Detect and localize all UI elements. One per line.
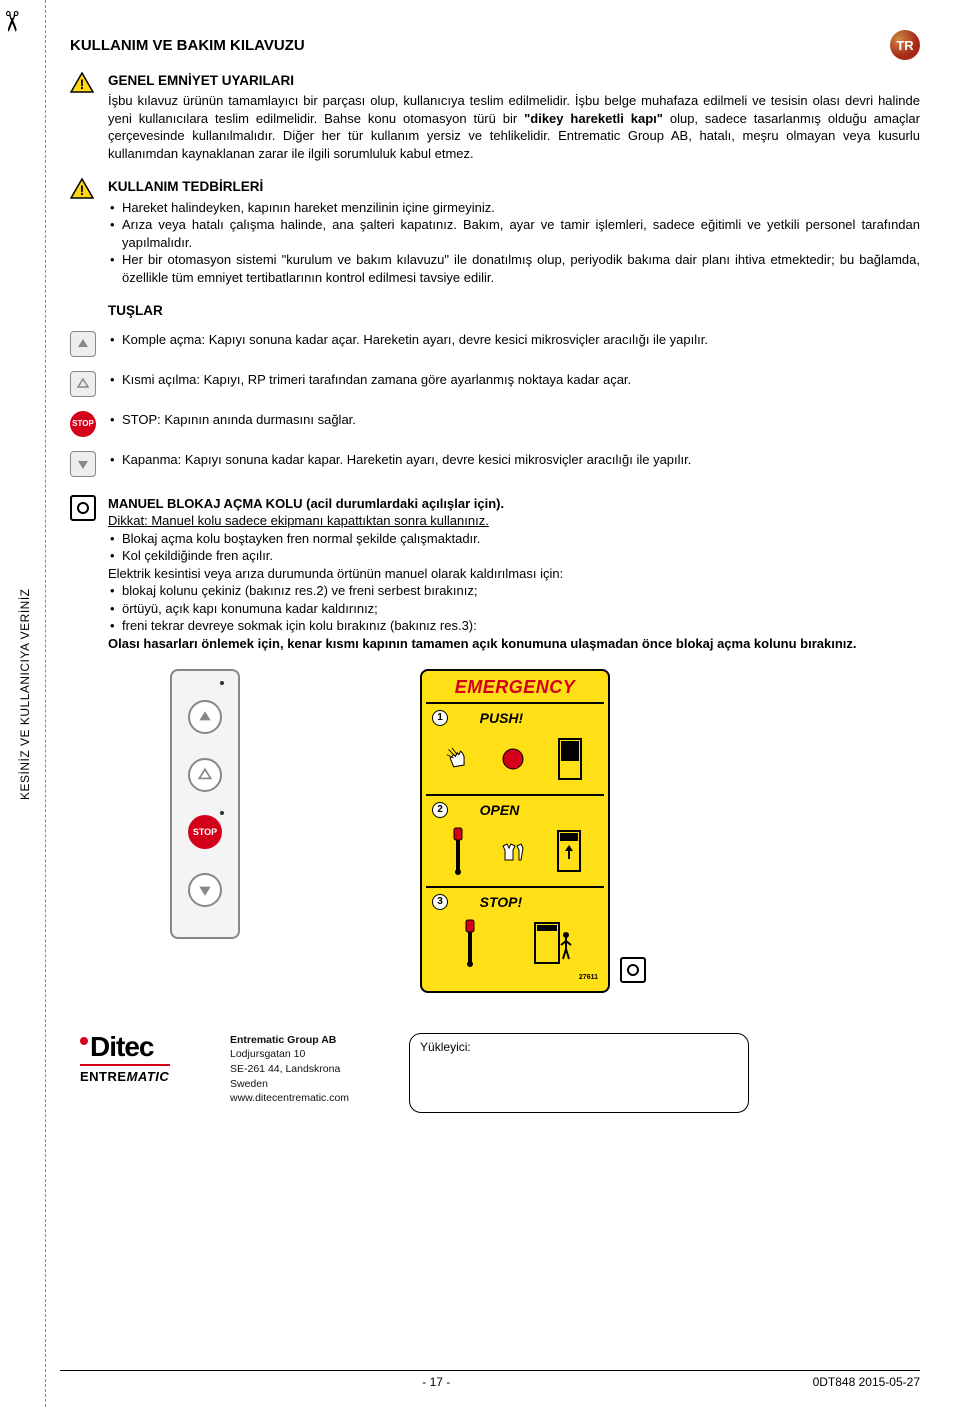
step-number: 2 (432, 802, 448, 818)
list-item: Arıza veya hatalı çalışma halinde, ana ş… (108, 216, 920, 251)
panel-close-button (188, 873, 222, 907)
svg-text:!: ! (80, 182, 85, 198)
bullet-list: blokaj kolunu çekiniz (bakınız res.2) ve… (108, 582, 920, 635)
doc-code: 0DT848 2015-05-27 (813, 1375, 920, 1389)
diagrams-row: STOP EMERGENCY 1 PUSH! 2 OP (70, 669, 920, 993)
lever-icon (458, 918, 482, 968)
door-open-icon (554, 829, 584, 873)
cut-line (45, 0, 46, 1407)
sticker-code: 27611 (432, 974, 598, 981)
door-person-icon (533, 921, 573, 965)
section-buttons: TUŞLAR (70, 302, 920, 322)
button-desc: Kapanma: Kapıyı sonuna kadar kapar. Hare… (108, 451, 920, 469)
button-desc: STOP: Kapının anında durmasını sağlar. (108, 411, 920, 429)
bold-phrase: "dikey hareketli kapı" (524, 111, 663, 126)
section-title: KULLANIM TEDBİRLERİ (108, 178, 920, 196)
emergency-step-2: 2 OPEN (426, 794, 604, 886)
emergency-step-1: 1 PUSH! (426, 702, 604, 794)
doc-title: KULLANIM VE BAKIM KILAVUZU (70, 37, 305, 54)
scissors-icon: ✂ (0, 10, 28, 33)
button-row-stop: STOP STOP: Kapının anında durmasını sağl… (70, 411, 920, 437)
button-row-close: Kapanma: Kapıyı sonuna kadar kapar. Hare… (70, 451, 920, 477)
close-icon (70, 451, 96, 477)
hand-icon (445, 746, 471, 772)
led-icon (220, 681, 224, 685)
section-safety: ! GENEL EMNİYET UYARILARI İşbu kılavuz ü… (70, 72, 920, 162)
button-row-partial: Kısmi açılma: Kapıyı, RP trimeri tarafın… (70, 371, 920, 397)
open-partial-icon (70, 371, 96, 397)
control-panel-diagram: STOP (170, 669, 240, 939)
list-item: blokaj kolunu çekiniz (bakınız res.2) ve… (108, 582, 920, 600)
section-title: GENEL EMNİYET UYARILARI (108, 72, 920, 90)
bullet-list: Hareket halindeyken, kapının hareket men… (108, 199, 920, 287)
step-number: 3 (432, 894, 448, 910)
section-manual-release: MANUEL BLOKAJ AÇMA KOLU (acil durumlarda… (70, 495, 920, 653)
section-body: İşbu kılavuz ürünün tamamlayıcı bir parç… (108, 92, 920, 162)
company-address: Entrematic Group AB Lodjursgatan 10 SE-2… (230, 1033, 349, 1106)
release-icon (70, 495, 96, 521)
section-title: MANUEL BLOKAJ AÇMA KOLU (acil durumlarda… (108, 495, 920, 513)
release-icon (620, 957, 646, 983)
lang-badge: TR (890, 30, 920, 60)
bullet-list: Blokaj açma kolu boştayken fren normal ş… (108, 530, 920, 565)
list-item: Hareket halindeyken, kapının hareket men… (108, 199, 920, 217)
button-desc: Kısmi açılma: Kapıyı, RP trimeri tarafın… (108, 371, 920, 389)
step-label: PUSH! (480, 710, 524, 726)
door-icon (555, 737, 585, 781)
button-row-open: Komple açma: Kapıyı sonuna kadar açar. H… (70, 331, 920, 357)
hands-up-icon (497, 836, 527, 866)
attention-line: Dikkat: Manuel kolu sadece ekipmanı kapa… (108, 512, 920, 530)
step-label: OPEN (480, 802, 520, 818)
lever-icon (446, 826, 470, 876)
page-footer: - 17 - 0DT848 2015-05-27 (60, 1370, 920, 1389)
list-item: Blokaj açma kolu boştayken fren normal ş… (108, 530, 920, 548)
led-icon (220, 811, 224, 815)
instruction-line: Elektrik kesintisi veya arıza durumunda … (108, 565, 920, 583)
button-desc: Komple açma: Kapıyı sonuna kadar açar. H… (108, 331, 920, 349)
warning-icon: ! (70, 72, 94, 93)
stop-icon: STOP (70, 411, 96, 437)
warning-icon: ! (70, 178, 94, 199)
cut-instruction: KESİNİZ VE KULLANICIYA VERİNİZ (18, 589, 32, 801)
svg-text:!: ! (80, 76, 85, 92)
stop-button-icon (498, 744, 528, 774)
panel-open-button (188, 700, 222, 734)
emergency-sticker: EMERGENCY 1 PUSH! 2 OPEN (420, 669, 610, 993)
footer-block: Ditec ENTREMATIC Entrematic Group AB Lod… (70, 1033, 920, 1113)
step-number: 1 (432, 710, 448, 726)
emergency-title: EMERGENCY (426, 675, 604, 702)
entrematic-logo: ENTREMATIC (80, 1070, 170, 1083)
ditec-logo: Ditec ENTREMATIC (80, 1033, 170, 1083)
list-item: Kol çekildiğinde fren açılır. (108, 547, 920, 565)
section-precautions: ! KULLANIM TEDBİRLERİ Hareket halindeyke… (70, 178, 920, 286)
warning-line: Olası hasarları önlemek için, kenar kısm… (108, 635, 920, 653)
header: KULLANIM VE BAKIM KILAVUZU TR (60, 30, 920, 60)
panel-partial-button (188, 758, 222, 792)
list-item: Her bir otomasyon sistemi "kurulum ve ba… (108, 251, 920, 286)
panel-stop-button: STOP (188, 815, 222, 849)
installer-box: Yükleyici: (409, 1033, 749, 1113)
section-title: TUŞLAR (108, 302, 920, 320)
step-label: STOP! (480, 894, 523, 910)
emergency-step-3: 3 STOP! 27611 (426, 886, 604, 987)
list-item: freni tekrar devreye sokmak için kolu bı… (108, 617, 920, 635)
page-number: - 17 - (422, 1375, 450, 1389)
list-item: örtüyü, açık kapı konumuna kadar kaldırı… (108, 600, 920, 618)
open-full-icon (70, 331, 96, 357)
